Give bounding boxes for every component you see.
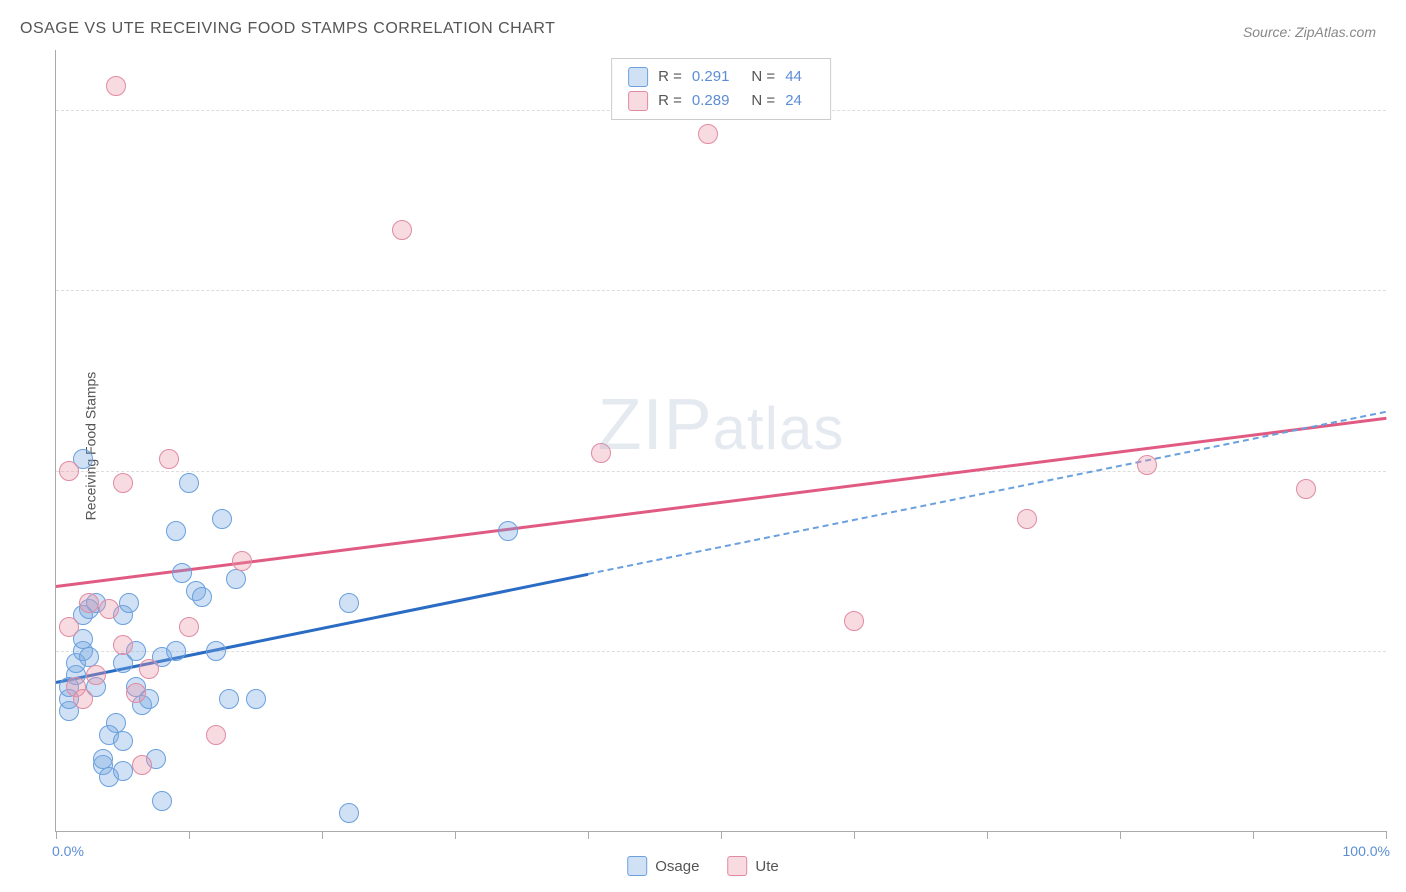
swatch-osage <box>627 856 647 876</box>
data-point <box>206 641 226 661</box>
legend-label-osage: Osage <box>655 858 699 875</box>
trend-line <box>56 416 1386 587</box>
data-point <box>192 587 212 607</box>
data-point <box>159 449 179 469</box>
x-tick <box>56 831 57 839</box>
data-point <box>86 665 106 685</box>
data-point <box>139 659 159 679</box>
data-point <box>179 617 199 637</box>
data-point <box>113 473 133 493</box>
data-point <box>698 124 718 144</box>
data-point <box>172 563 192 583</box>
data-point <box>246 689 266 709</box>
data-point <box>179 473 199 493</box>
data-point <box>591 443 611 463</box>
n-value-osage: 44 <box>785 65 802 89</box>
data-point <box>212 509 232 529</box>
watermark: ZIPatlas <box>598 384 845 466</box>
data-point <box>79 647 99 667</box>
data-point <box>166 641 186 661</box>
trend-line <box>56 573 589 684</box>
data-point <box>1017 509 1037 529</box>
legend-label-ute: Ute <box>755 858 778 875</box>
swatch-osage <box>628 67 648 87</box>
stats-legend: R = 0.291 N = 44 R = 0.289 N = 24 <box>611 58 831 120</box>
r-value-osage: 0.291 <box>692 65 730 89</box>
data-point <box>59 461 79 481</box>
series-legend: Osage Ute <box>627 856 779 876</box>
x-tick <box>455 831 456 839</box>
stats-row-osage: R = 0.291 N = 44 <box>628 65 814 89</box>
data-point <box>79 593 99 613</box>
swatch-ute <box>628 91 648 111</box>
x-tick <box>854 831 855 839</box>
chart-title: OSAGE VS UTE RECEIVING FOOD STAMPS CORRE… <box>20 20 555 38</box>
x-tick <box>1253 831 1254 839</box>
plot-area: ZIPatlas R = 0.291 N = 44 R = 0.289 N = … <box>55 50 1386 832</box>
r-label: R = <box>658 89 682 113</box>
grid-line <box>56 651 1386 652</box>
data-point <box>844 611 864 631</box>
stats-row-ute: R = 0.289 N = 24 <box>628 89 814 113</box>
data-point <box>392 220 412 240</box>
data-point <box>106 76 126 96</box>
source-attribution: Source: ZipAtlas.com <box>1243 24 1376 40</box>
data-point <box>126 683 146 703</box>
n-value-ute: 24 <box>785 89 802 113</box>
data-point <box>1137 455 1157 475</box>
r-label: R = <box>658 65 682 89</box>
x-axis-max-label: 100.0% <box>1343 843 1390 859</box>
n-label: N = <box>751 65 775 89</box>
x-axis-min-label: 0.0% <box>52 843 84 859</box>
data-point <box>132 755 152 775</box>
data-point <box>226 569 246 589</box>
x-tick <box>721 831 722 839</box>
data-point <box>339 593 359 613</box>
data-point <box>113 635 133 655</box>
data-point <box>498 521 518 541</box>
grid-line <box>56 471 1386 472</box>
x-tick <box>189 831 190 839</box>
data-point <box>152 791 172 811</box>
legend-item-osage: Osage <box>627 856 699 876</box>
data-point <box>219 689 239 709</box>
data-point <box>206 725 226 745</box>
data-point <box>113 761 133 781</box>
x-tick <box>322 831 323 839</box>
x-tick <box>1120 831 1121 839</box>
data-point <box>113 731 133 751</box>
x-tick <box>987 831 988 839</box>
data-point <box>59 617 79 637</box>
data-point <box>232 551 252 571</box>
grid-line <box>56 290 1386 291</box>
data-point <box>166 521 186 541</box>
n-label: N = <box>751 89 775 113</box>
data-point <box>73 689 93 709</box>
data-point <box>1296 479 1316 499</box>
x-tick <box>588 831 589 839</box>
data-point <box>119 593 139 613</box>
data-point <box>339 803 359 823</box>
data-point <box>93 749 113 769</box>
data-point <box>99 599 119 619</box>
swatch-ute <box>727 856 747 876</box>
r-value-ute: 0.289 <box>692 89 730 113</box>
x-tick <box>1386 831 1387 839</box>
trend-line <box>588 410 1386 574</box>
legend-item-ute: Ute <box>727 856 778 876</box>
